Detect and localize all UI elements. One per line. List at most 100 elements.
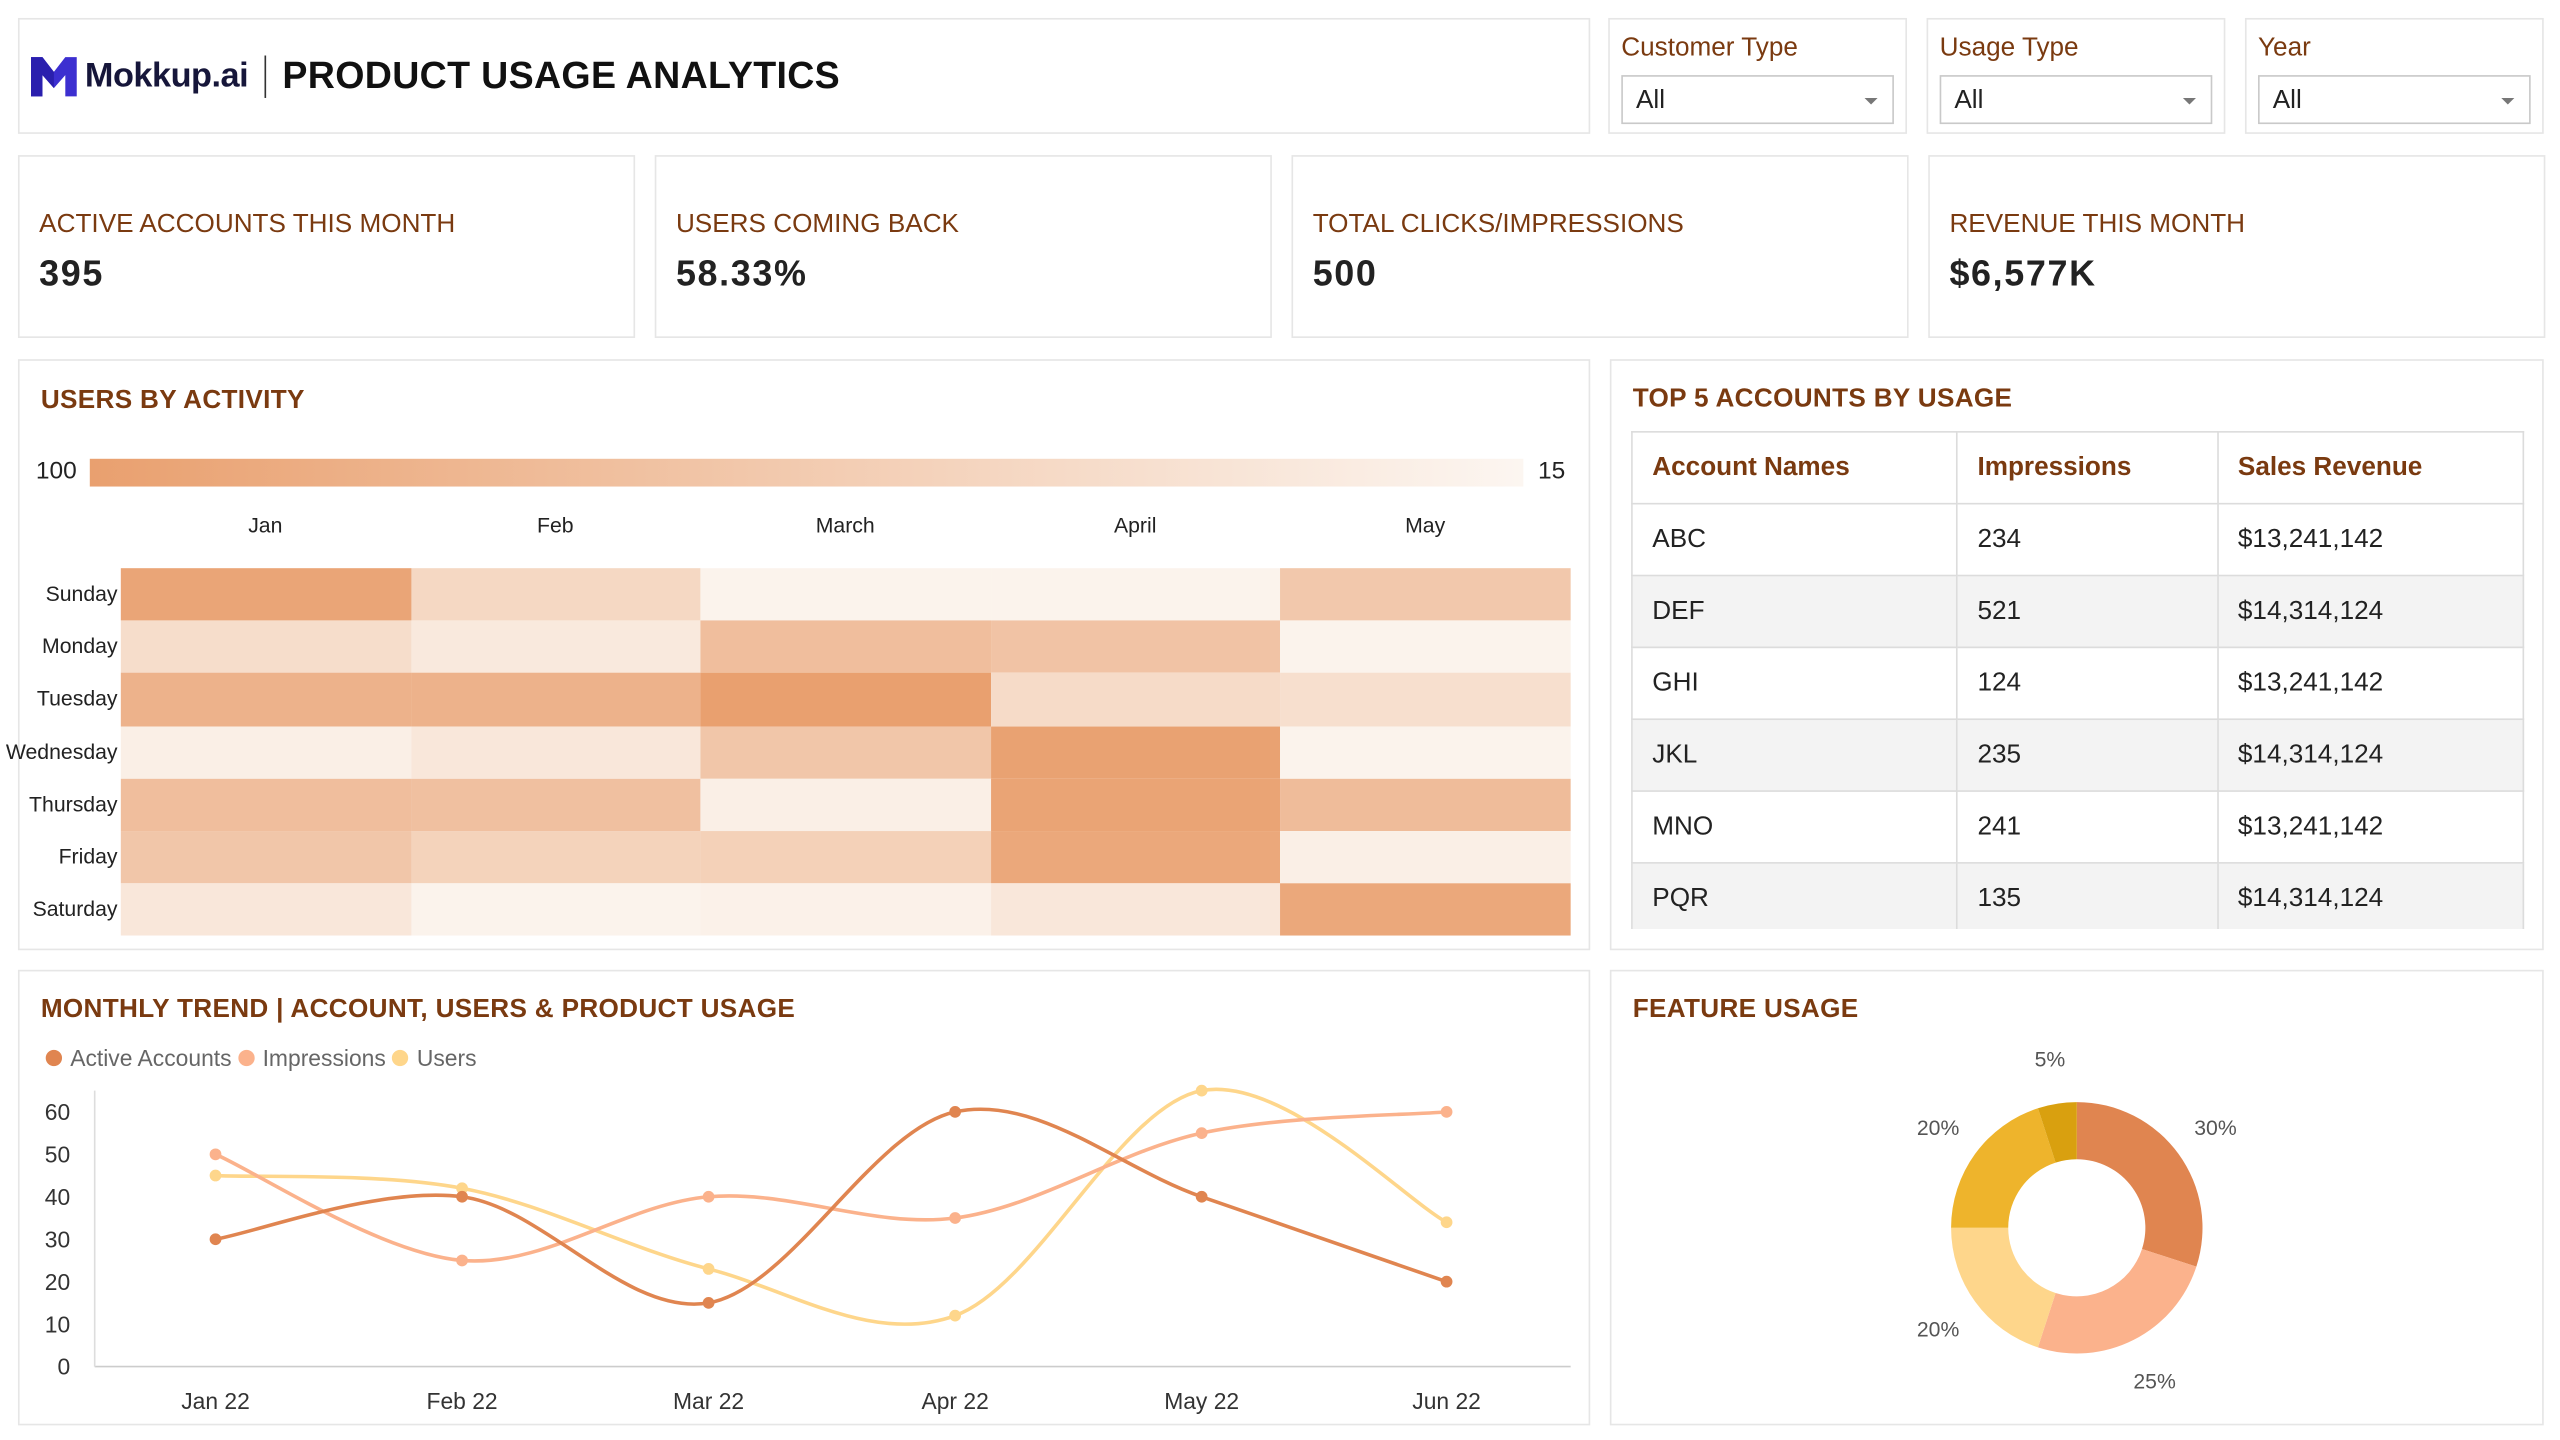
heatmap-month-label: May	[1405, 512, 1446, 538]
filter-label: Customer Type	[1621, 34, 1798, 63]
y-tick-label: 60	[45, 1099, 70, 1125]
legend-dot-icon	[45, 1049, 63, 1067]
data-point[interactable]	[1440, 1275, 1453, 1288]
heatmap-cell[interactable]	[120, 725, 411, 779]
data-point[interactable]	[456, 1182, 468, 1195]
table-cell: $13,241,142	[2216, 790, 2525, 864]
heatmap-cell[interactable]	[700, 725, 991, 779]
kpi-active-accounts: ACTIVE ACCOUNTS THIS MONTH 395	[17, 155, 636, 338]
data-point[interactable]	[1195, 1190, 1208, 1203]
heatmap-cell[interactable]	[1280, 673, 1571, 726]
data-point[interactable]	[949, 1212, 962, 1224]
heatmap-cell[interactable]	[990, 883, 1281, 937]
usage-type-dropdown[interactable]: All	[1939, 75, 2213, 125]
table-row[interactable]: PQR 135 $14,314,124	[1631, 862, 2525, 930]
data-point[interactable]	[209, 1169, 222, 1182]
data-point[interactable]	[702, 1190, 715, 1203]
data-point[interactable]	[456, 1190, 468, 1203]
heatmap-cell[interactable]	[120, 568, 411, 621]
heatmap-cell[interactable]	[990, 673, 1281, 726]
heatmap-cell[interactable]	[120, 778, 411, 832]
legend-dot-icon	[238, 1049, 255, 1067]
kpi-revenue: REVENUE THIS MONTH $6,577K	[1928, 155, 2546, 338]
heatmap-cell[interactable]	[1280, 568, 1571, 621]
table-row[interactable]: MNO 241 $13,241,142	[1631, 790, 2525, 864]
table-cell: MNO	[1631, 790, 1958, 864]
heatmap-cell[interactable]	[700, 778, 991, 832]
heatmap-cell[interactable]	[990, 620, 1281, 674]
data-point[interactable]	[949, 1105, 962, 1118]
year-dropdown[interactable]: All	[2258, 75, 2531, 125]
heatmap-cell[interactable]	[410, 831, 701, 884]
heatmap-cell[interactable]	[990, 568, 1281, 621]
table-cell: $13,241,142	[2216, 646, 2525, 721]
filter-customer-type: Customer Type All	[1608, 17, 1907, 134]
kpi-value: 500	[1312, 253, 1378, 294]
heatmap-cell[interactable]	[1280, 725, 1571, 779]
legend-label: Active Accounts	[70, 1044, 232, 1072]
heatmap-cell[interactable]	[410, 568, 701, 621]
table-row[interactable]: GHI 124 $13,241,142	[1631, 646, 2525, 721]
heatmap-cell[interactable]	[120, 620, 411, 674]
heatmap-cell[interactable]	[1280, 778, 1571, 832]
filter-label: Usage Type	[1939, 34, 2079, 63]
data-point[interactable]	[209, 1233, 222, 1246]
legend-item[interactable]: Impressions	[238, 1045, 386, 1071]
data-point[interactable]	[209, 1148, 222, 1161]
kpi-value: 395	[39, 253, 105, 294]
x-tick-label: Mar 22	[673, 1388, 744, 1414]
heatmap-cell[interactable]	[700, 673, 991, 726]
x-tick-label: Apr 22	[921, 1388, 988, 1414]
data-point[interactable]	[1440, 1105, 1453, 1118]
customer-type-dropdown[interactable]: All	[1621, 75, 1894, 125]
legend-item[interactable]: Active Accounts	[45, 1044, 232, 1072]
heatmap-cell[interactable]	[410, 883, 701, 937]
table-cell: 124	[1956, 646, 2219, 721]
heatmap-cell[interactable]	[700, 568, 991, 621]
feature-usage-card: FEATURE USAGE	[1609, 969, 2544, 1426]
heatmap-cell[interactable]	[120, 673, 411, 726]
series-line-users	[215, 1087, 1448, 1326]
dropdown-value: All	[1954, 86, 1984, 115]
heatmap-cell[interactable]	[410, 778, 701, 832]
heatmap-cell[interactable]	[990, 725, 1281, 779]
table-row[interactable]: DEF 521 $14,314,124	[1631, 574, 2525, 649]
data-point[interactable]	[1440, 1216, 1453, 1229]
heatmap-cell[interactable]	[410, 725, 701, 779]
data-point[interactable]	[702, 1297, 715, 1309]
heatmap-month-label: March	[815, 512, 875, 538]
heatmap-month-label: April	[1113, 512, 1157, 538]
heatmap-cell[interactable]	[1280, 831, 1571, 884]
heatmap-cell[interactable]	[700, 883, 991, 937]
column-header[interactable]: Sales Revenue	[2216, 431, 2525, 505]
data-point[interactable]	[456, 1254, 468, 1267]
data-point[interactable]	[949, 1309, 962, 1322]
column-header[interactable]: Account Names	[1631, 431, 1958, 505]
data-point[interactable]	[1195, 1127, 1208, 1139]
heatmap-cell[interactable]	[990, 778, 1281, 832]
heatmap-cell[interactable]	[700, 620, 991, 674]
data-point[interactable]	[1195, 1084, 1208, 1097]
section-title: FEATURE USAGE	[1632, 995, 1859, 1024]
legend-item[interactable]: Users	[392, 1045, 477, 1071]
heatmap-cell[interactable]	[120, 883, 411, 937]
section-title: USERS BY ACTIVITY	[40, 386, 305, 415]
series-line-active-accounts	[215, 1107, 1448, 1306]
legend-dot-icon	[392, 1049, 409, 1067]
heatmap-month-label: Feb	[536, 512, 574, 538]
heatmap-day-label: Wednesday	[5, 738, 118, 764]
heatmap-day-label: Monday	[42, 633, 118, 659]
heatmap-cell[interactable]	[990, 831, 1281, 884]
table-cell: 234	[1956, 502, 2219, 577]
heatmap-cell[interactable]	[1280, 883, 1571, 937]
heatmap-cell[interactable]	[120, 831, 411, 884]
heatmap-cell[interactable]	[700, 831, 991, 884]
header-divider	[264, 54, 267, 98]
table-cell: $14,314,124	[2216, 718, 2525, 792]
kpi-label: TOTAL CLICKS/IMPRESSIONS	[1312, 210, 1684, 239]
heatmap-cell[interactable]	[1280, 620, 1571, 674]
data-point[interactable]	[702, 1263, 715, 1275]
heatmap-cell[interactable]	[410, 673, 701, 726]
heatmap-cell[interactable]	[410, 620, 701, 674]
table-cell: DEF	[1631, 574, 1958, 649]
